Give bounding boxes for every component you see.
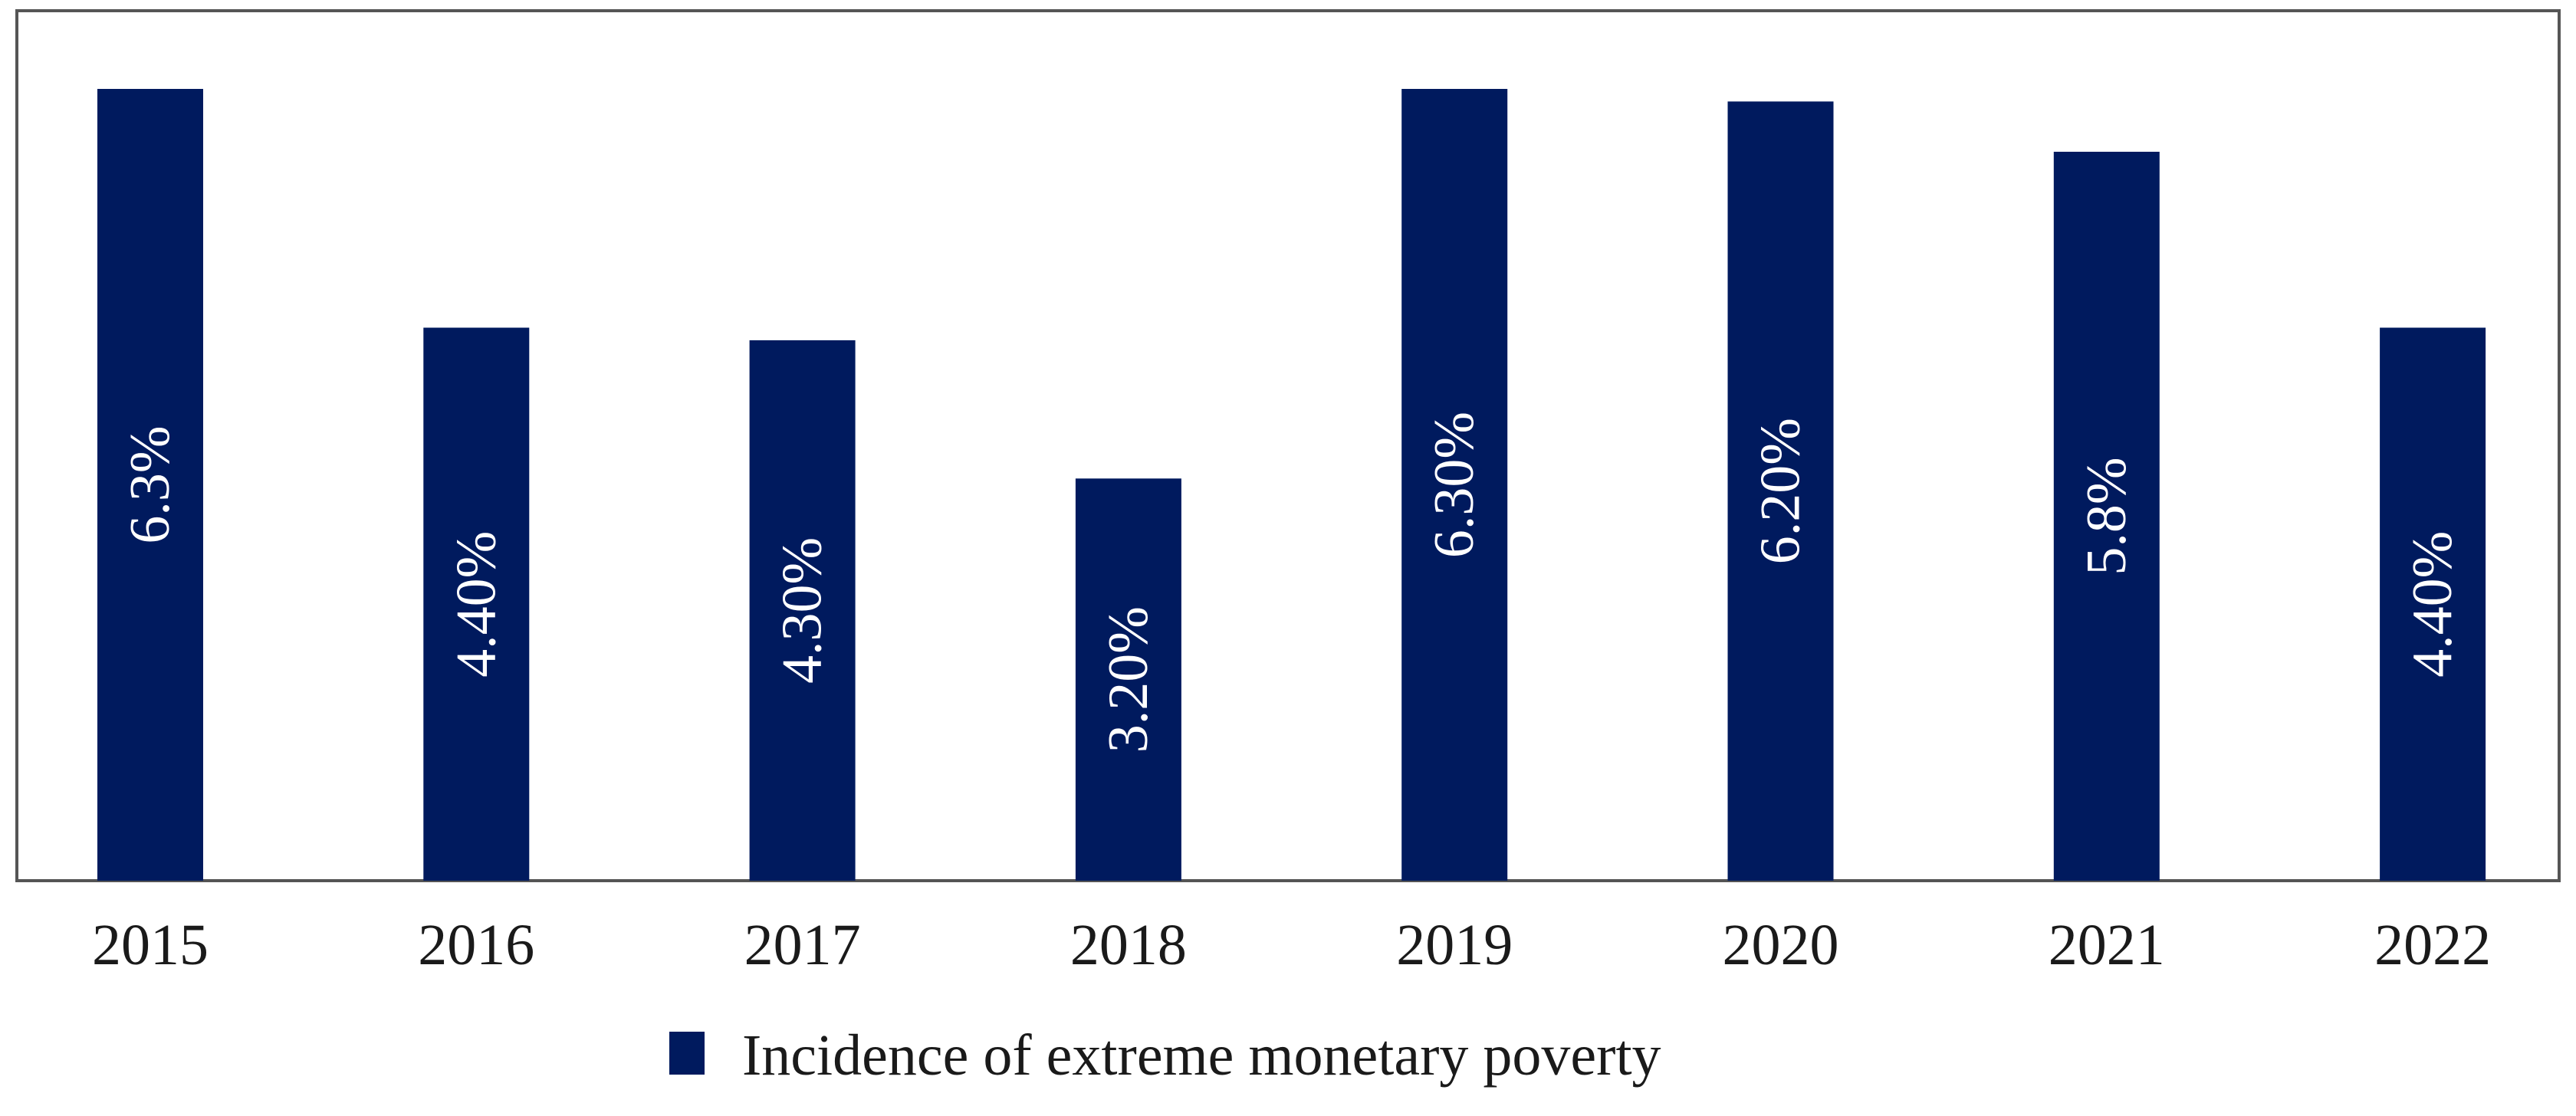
bars-layer — [97, 89, 2486, 881]
x-tick-2017: 2017 — [744, 913, 861, 977]
x-tick-2018: 2018 — [1070, 913, 1187, 977]
bar-label-2022: 4.40% — [2401, 531, 2464, 678]
bar-2015 — [97, 89, 203, 881]
bar-label-2015: 6.3% — [119, 425, 182, 543]
x-tick-2016: 2016 — [418, 913, 534, 977]
bar-label-2016: 4.40% — [445, 531, 508, 678]
bar-label-2021: 5.8% — [2075, 457, 2138, 575]
bar-label-2018: 3.20% — [1097, 606, 1160, 753]
x-tick-2021: 2021 — [2049, 913, 2165, 977]
x-tick-2019: 2019 — [1396, 913, 1513, 977]
bar-label-2020: 6.20% — [1750, 418, 1812, 564]
bar-2020 — [1727, 101, 1834, 881]
legend: Incidence of extreme monetary poverty — [669, 1023, 1661, 1088]
plot-area-border — [15, 9, 2561, 882]
bar-2016 — [423, 327, 530, 881]
bar-label-2019: 6.30% — [1423, 412, 1486, 558]
x-tick-2022: 2022 — [2374, 913, 2491, 977]
bar-2019 — [1401, 89, 1508, 881]
bar-label-2017: 4.30% — [771, 537, 834, 684]
x-axis-ticks: 2015 2016 2017 2018 2019 2020 2021 2022 — [92, 913, 2491, 977]
bar-2017 — [749, 340, 856, 881]
legend-swatch — [669, 1032, 705, 1075]
x-tick-2015: 2015 — [92, 913, 209, 977]
x-tick-2020: 2020 — [1723, 913, 1839, 977]
bar-labels-layer: 6.3% 4.40% 4.30% 3.20% 6.30% 6.20% 5.8% 4.40% — [119, 412, 2464, 753]
bar-2022 — [2380, 327, 2486, 881]
bar-2021 — [2053, 152, 2160, 881]
legend-label: Incidence of extreme monetary poverty — [742, 1023, 1661, 1088]
bar-2018 — [1075, 478, 1181, 881]
